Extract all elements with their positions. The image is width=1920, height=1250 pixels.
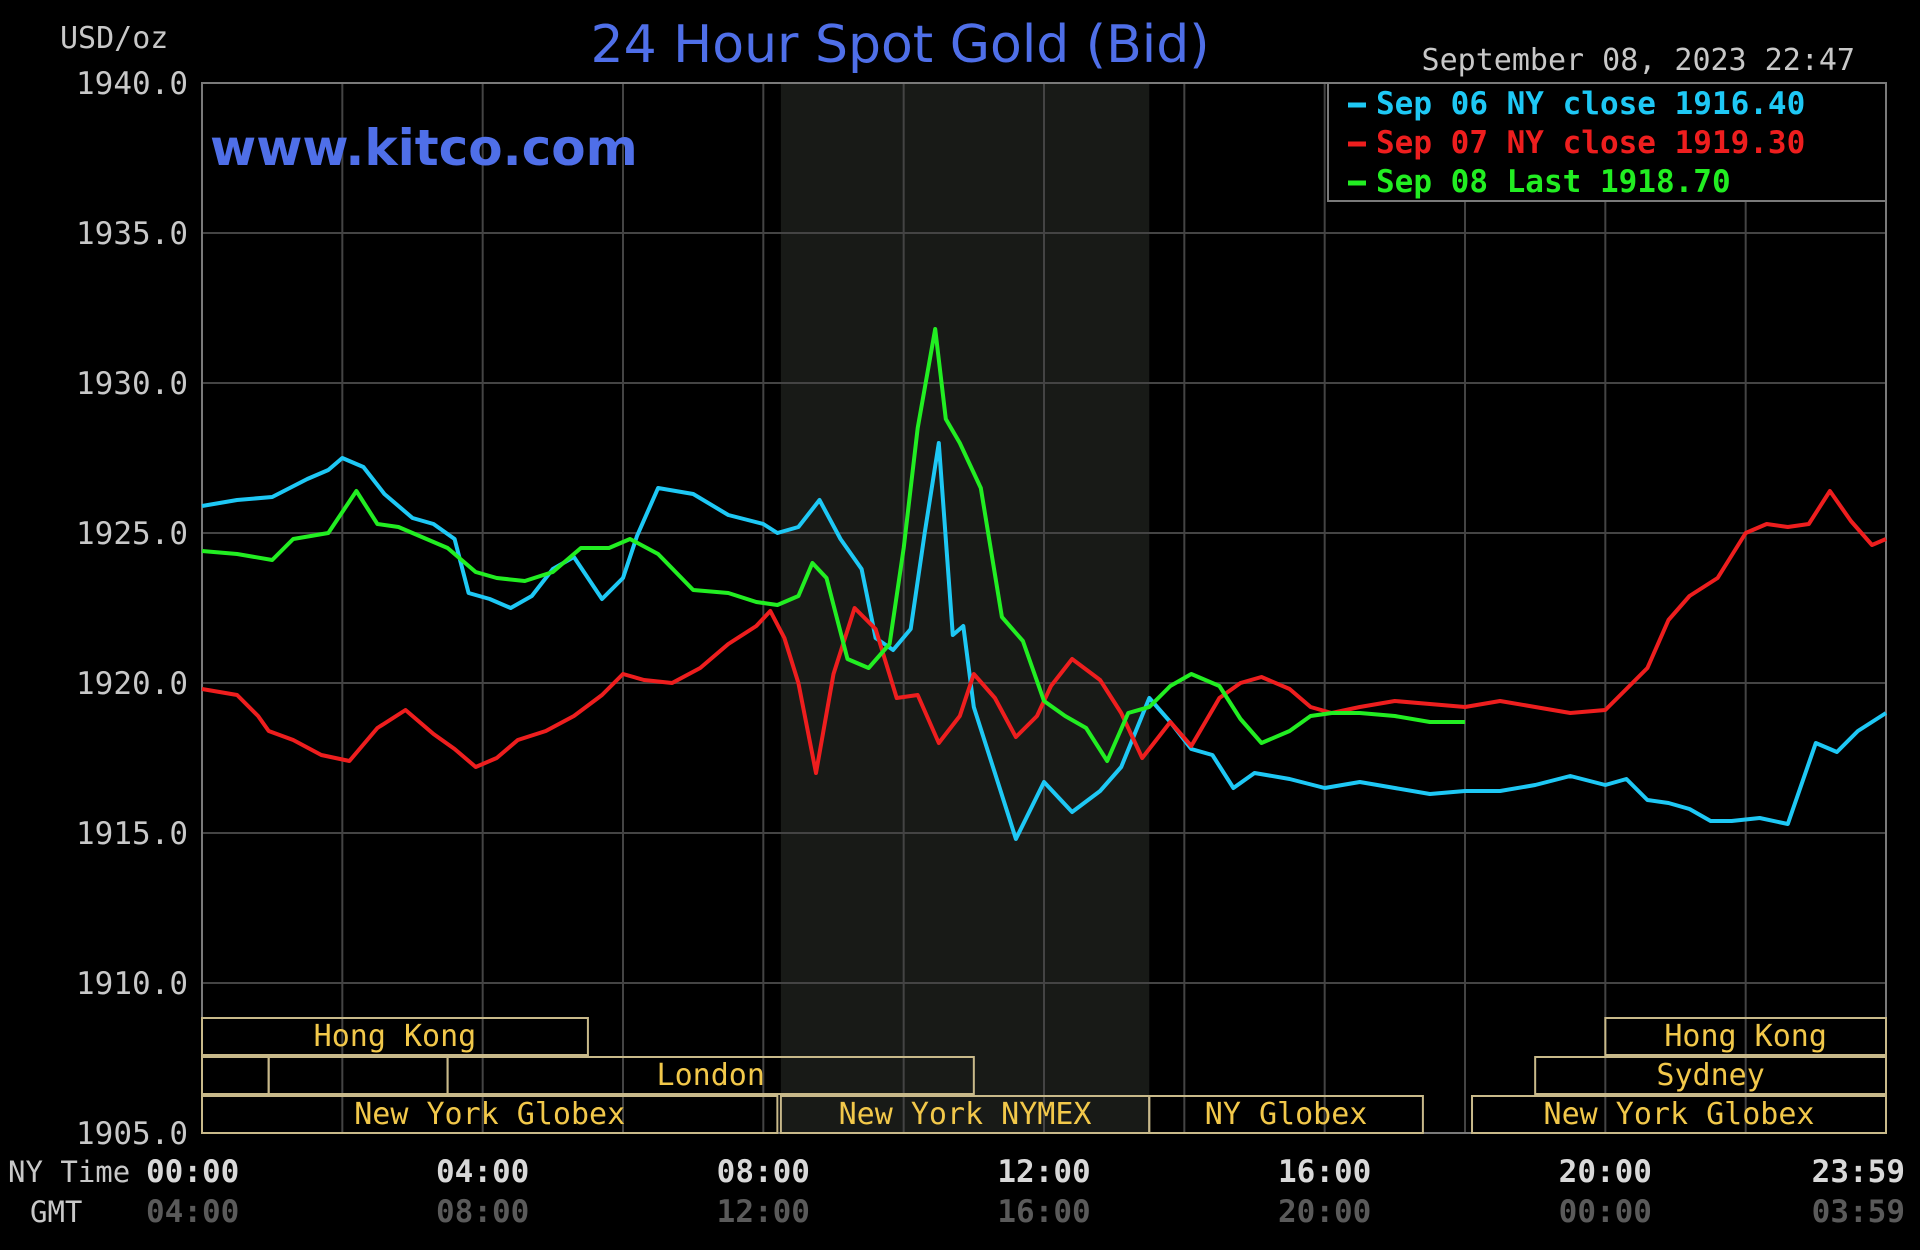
y-tick-label: 1935.0: [76, 216, 188, 252]
session-bar: [1534, 1056, 1887, 1095]
y-tick-label: 1905.0: [76, 1116, 188, 1152]
x-tick-label-gmt: 08:00: [436, 1194, 529, 1230]
session-label: New York Globex: [1544, 1097, 1815, 1132]
y-tick-label: 1915.0: [76, 816, 188, 852]
x-tick-label-ny: 08:00: [717, 1154, 810, 1190]
x-axis-ticks: NY Time GMT 00:00 04:00 04:00 08:00 08:00 12:00…: [8, 1154, 1905, 1230]
session-label: New York Globex: [354, 1097, 625, 1132]
y-tick-label: 1930.0: [76, 366, 188, 402]
session-label: London: [657, 1058, 765, 1093]
x-tick-label-ny: 12:00: [997, 1154, 1090, 1190]
legend-entry: Sep 06 NY close 1916.40: [1376, 86, 1805, 122]
chart-title: 24 Hour Spot Gold (Bid): [590, 15, 1209, 75]
x-tick-label-ny: 16:00: [1278, 1154, 1371, 1190]
y-tick-label: 1920.0: [76, 666, 188, 702]
series-line: [201, 441, 1888, 841]
legend-box: [1327, 82, 1887, 202]
session-label: Sydney: [1656, 1058, 1764, 1093]
session-bar: [1471, 1095, 1888, 1134]
x-tick-label-ny: 23:59: [1812, 1154, 1905, 1190]
session-label: New York NYMEX: [839, 1097, 1092, 1132]
series-line: [201, 489, 1887, 775]
x-tick-label-gmt: 00:00: [1559, 1194, 1652, 1230]
watermark-text: www.kitco.com: [210, 119, 638, 177]
y-axis-ticks: 1940.0 1935.0 1930.0 1925.0 1920.0 1915.0 1910…: [76, 66, 188, 1152]
x-tick-label-gmt: 03:59: [1812, 1194, 1905, 1230]
session-bar: [1604, 1017, 1888, 1056]
series-lines: [201, 327, 1888, 841]
x-tick-label-gmt: 16:00: [997, 1194, 1090, 1230]
x-tick-label-gmt: 04:00: [146, 1194, 239, 1230]
y-axis-label: USD/oz: [60, 21, 168, 56]
y-tick-label: 1910.0: [76, 966, 188, 1002]
session-bar: [1148, 1095, 1424, 1134]
grid: [202, 83, 1886, 1133]
session-label: Hong Kong: [314, 1019, 477, 1054]
market-sessions: Hong Kong London New York Globex New York N…: [201, 1017, 1888, 1134]
x-tick-label-gmt: 12:00: [717, 1194, 810, 1230]
session-label: NY Globex: [1205, 1097, 1368, 1132]
session-label: Hong Kong: [1664, 1019, 1827, 1054]
session-bar: [201, 1017, 589, 1056]
legend-entry: Sep 07 NY close 1919.30: [1376, 125, 1805, 161]
y-tick-label: 1940.0: [76, 66, 188, 102]
y-tick-label: 1925.0: [76, 516, 188, 552]
x-row-label-ny: NY Time: [8, 1155, 130, 1189]
nymex-session-shade: [780, 83, 1150, 1133]
x-tick-label-ny: 20:00: [1559, 1154, 1652, 1190]
session-bar: [201, 1095, 779, 1134]
timestamp: September 08, 2023 22:47: [1422, 43, 1855, 78]
series-line: [201, 327, 1465, 763]
legend-entry: Sep 08 Last 1918.70: [1376, 164, 1731, 200]
session-bar: [446, 1056, 975, 1095]
x-tick-label-ny: 00:00: [146, 1154, 239, 1190]
x-row-label-gmt: GMT: [30, 1195, 82, 1229]
x-tick-label-ny: 04:00: [436, 1154, 529, 1190]
x-tick-label-gmt: 20:00: [1278, 1194, 1371, 1230]
